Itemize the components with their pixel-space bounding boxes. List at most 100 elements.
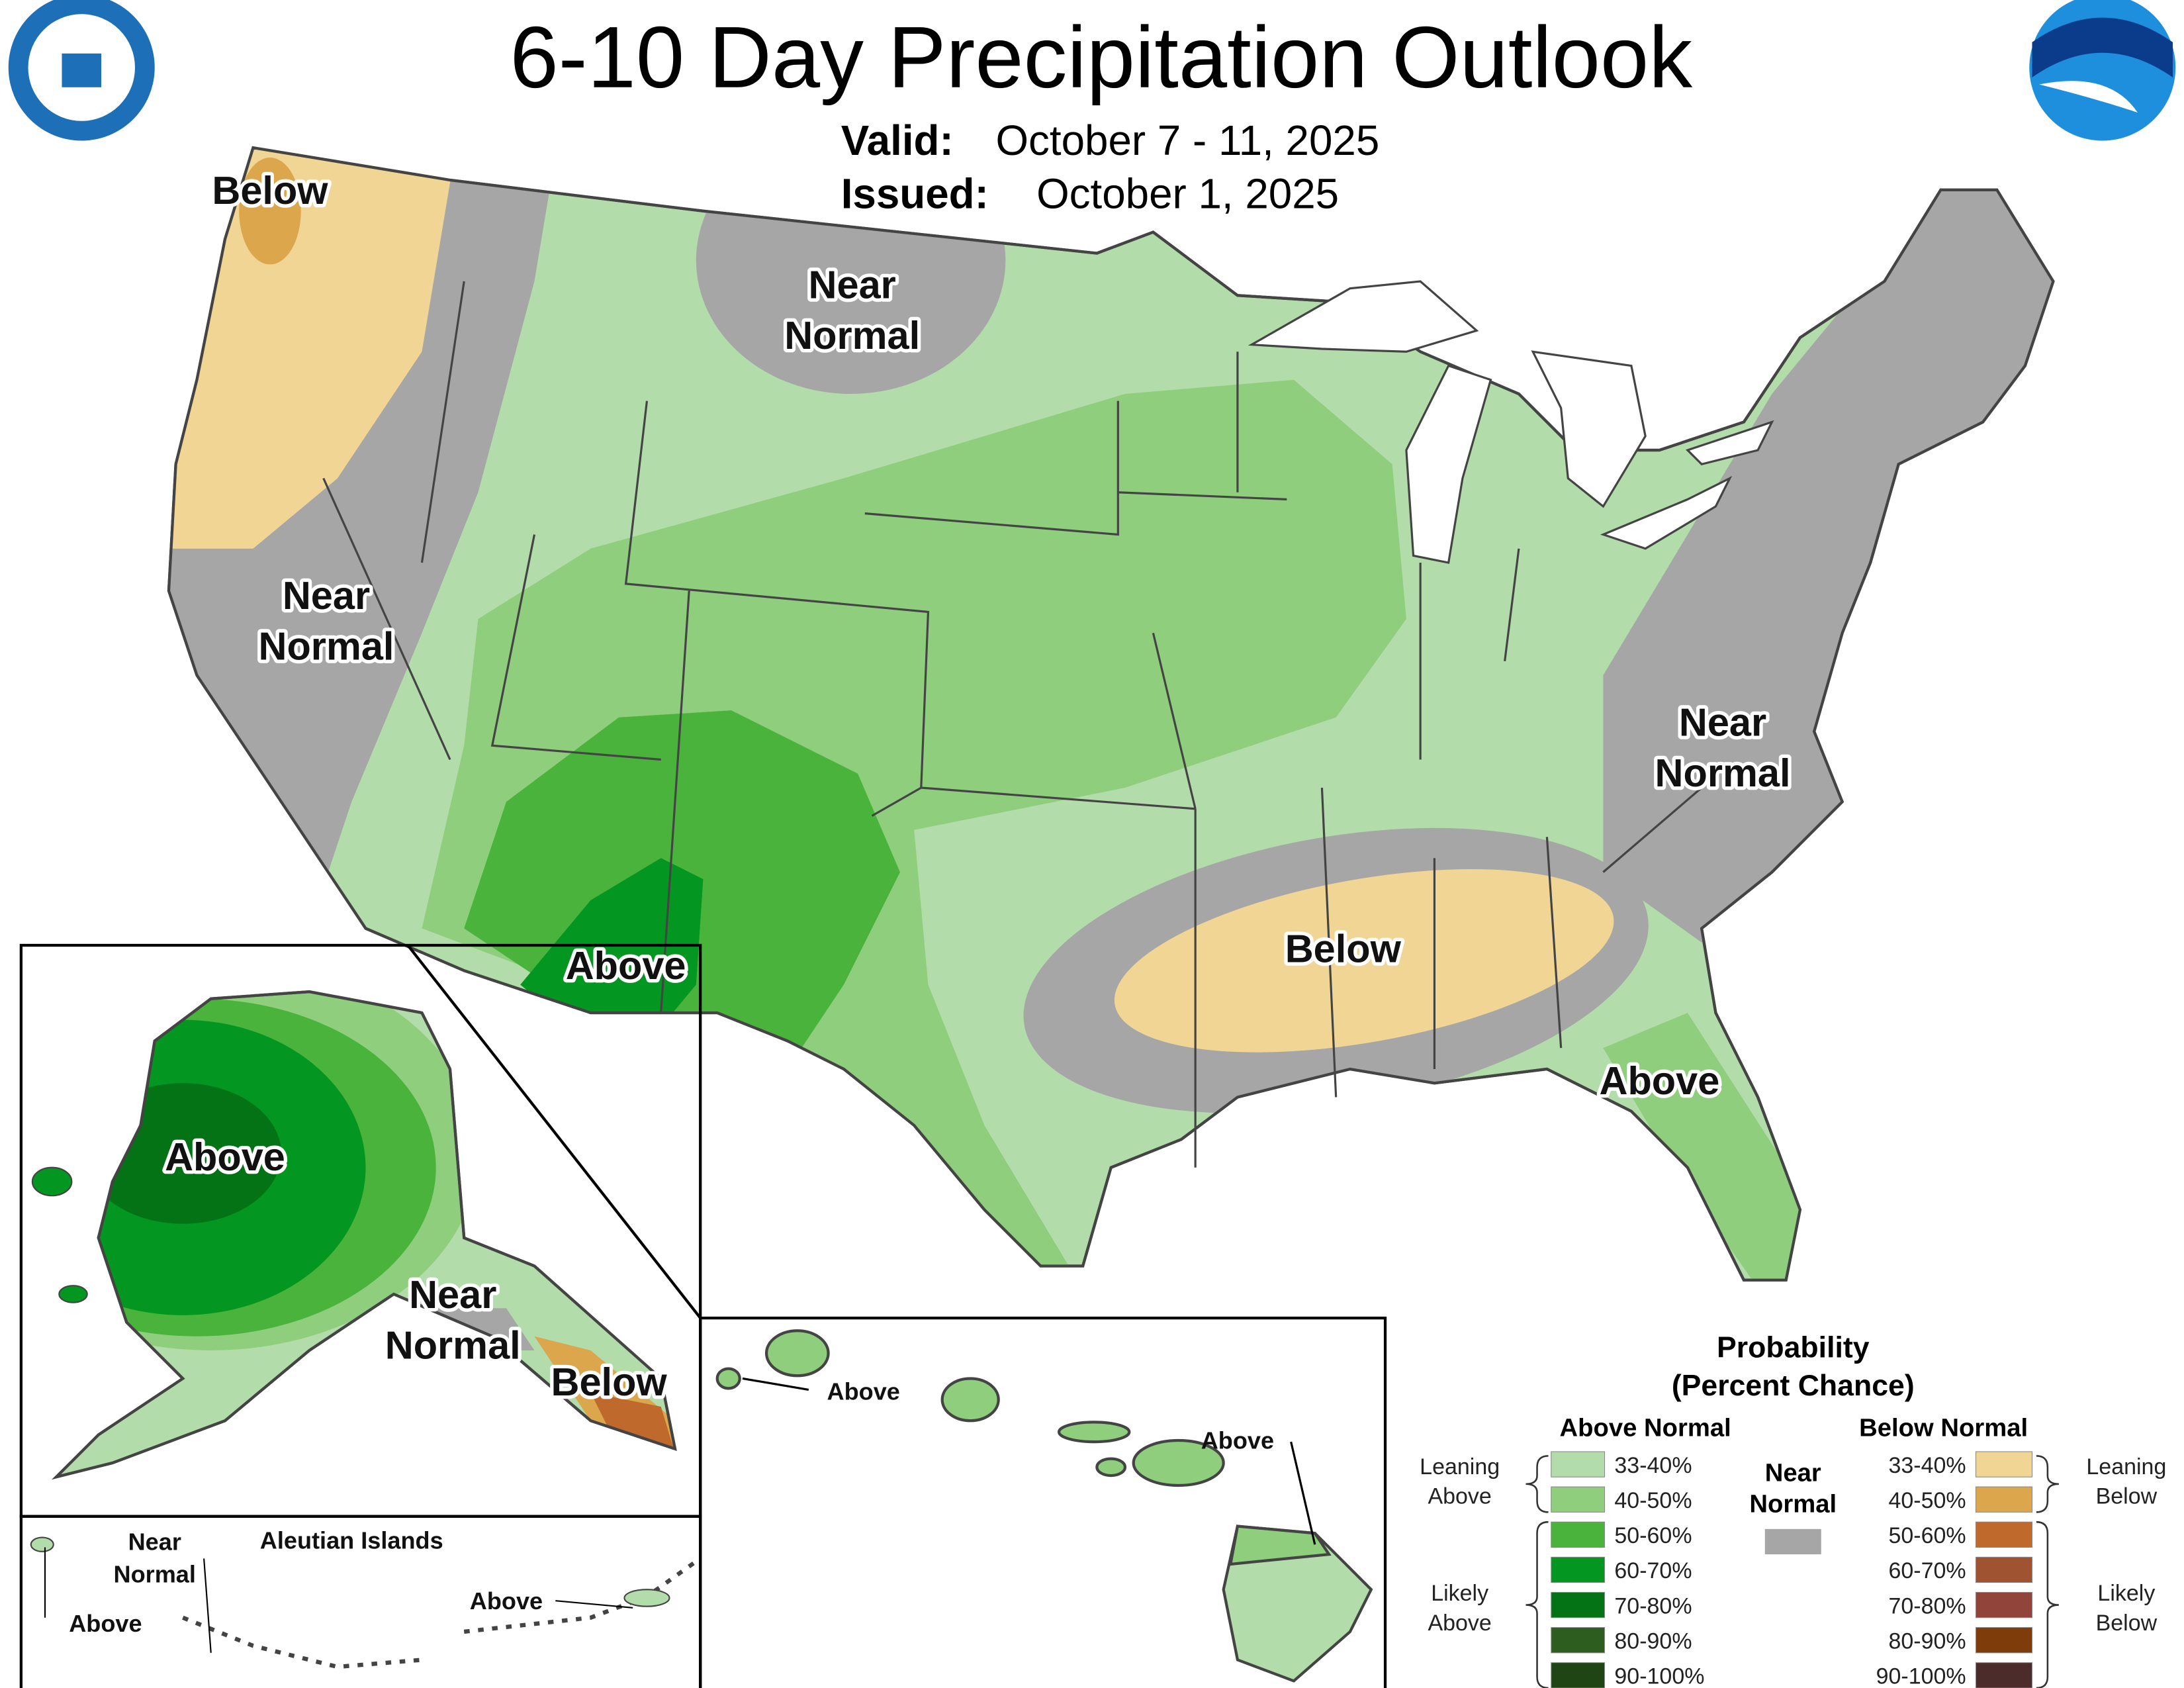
hawaii-frame [699,1316,1387,1688]
region-label: Above [165,1135,285,1179]
alaska-regions [56,992,675,1477]
bracket [2036,1521,2059,1688]
region-label: Normal [385,1323,521,1368]
region-label: Near [1679,700,1766,744]
island-chain [182,1560,698,1669]
lake [1685,420,1774,466]
legend-label: 50-60% [1614,1523,1692,1548]
legend-label: 33-40% [1888,1453,1966,1478]
region [422,379,1406,1266]
legend-label: 60-70% [1614,1558,1692,1583]
lake [1248,280,1479,353]
legend-swatch [1764,1528,1821,1555]
conus-regions [168,148,2054,1280]
legend-swatch [1975,1591,2033,1618]
legend-swatch [1975,1486,2033,1513]
island [1095,1457,1127,1477]
region-label: Near [809,263,896,307]
region-label: Below [1285,926,1402,970]
bracket-label: Likely [1431,1581,1488,1606]
legend-label: 80-90% [1614,1628,1692,1654]
region [1114,869,1614,1053]
island [940,1377,1000,1423]
great-lakes [1248,280,1774,564]
legend-swatch [1975,1627,2033,1654]
legend-swatch [1551,1556,1606,1583]
map-labels: Below Near Normal Near Normal Above Below Near N… [69,165,1794,1637]
leader [742,1377,809,1391]
legend-swatch [1551,1521,1606,1548]
island [1132,1438,1225,1487]
bracket-label: Below [2096,1611,2158,1636]
conus [140,126,2081,1308]
lake [1600,475,1733,550]
alaska [31,990,677,1480]
region-label: Below [212,168,328,212]
region [1603,1012,1815,1280]
leader [1290,1441,1316,1545]
region-label: Above [1201,1427,1274,1454]
legend: Probability (Percent Chance) Above Normal B… [1420,1332,2166,1688]
bracket-label: Leaning [1420,1454,1500,1479]
valid-label: Valid: [841,117,954,164]
island [715,1367,741,1390]
legend-swatch [1551,1627,1606,1654]
bracket [1525,1455,1549,1513]
legend-swatch [1975,1662,2033,1688]
bracket-label: Above [1428,1484,1491,1509]
legend-swatch [1551,1662,1606,1688]
inset-title: Aleutian Islands [260,1527,443,1554]
region-label: Near [409,1272,496,1317]
region-label: Above [566,943,686,988]
island [623,1589,670,1607]
alaska-outline [52,990,677,1480]
legend-swatch [1975,1556,2033,1583]
bracket-label: Leaning [2086,1454,2166,1479]
region-label: Above [1600,1058,1720,1103]
issued-date: October 1, 2025 [1036,170,1339,218]
bracket-label: Above [1428,1611,1491,1636]
noaa-logo [2029,0,2176,141]
legend-label: 40-50% [1614,1488,1692,1513]
region-label: Normal [259,624,394,669]
aleutians [30,1536,698,1669]
island [1228,1524,1332,1566]
legend-label: 90-100% [1876,1664,1966,1688]
bracket [1525,1521,1549,1688]
legend-swatch [1551,1591,1606,1618]
inset-frames [19,943,1387,1688]
legend-heading: Below Normal [1859,1414,2028,1442]
lake [1405,364,1492,564]
island [1057,1421,1131,1444]
legend-label: 40-50% [1888,1488,1966,1513]
legend-heading: Above Normal [1560,1414,1731,1442]
legend-title: Probability [1717,1332,1870,1364]
legend-swatch [1975,1521,2033,1548]
title: 6-10 Day Precipitation Outlook [510,9,1693,106]
legend-swatch [1551,1451,1606,1477]
island [1222,1524,1373,1683]
logo-top [2032,17,2173,77]
legend-swatch [1551,1486,1606,1513]
legend-heading: Normal [1749,1489,1837,1518]
legend-heading: Near [1765,1459,1821,1487]
legend-label: 70-80% [1614,1593,1692,1618]
region-label: Normal [1655,751,1791,795]
bracket-label: Likely [2097,1581,2155,1606]
island [58,1285,88,1303]
legend-label: 50-60% [1888,1523,1966,1548]
doc-logo [8,0,155,141]
bracket [2036,1455,2059,1513]
state-borders [322,281,1703,1168]
inset-leader [406,944,702,1319]
region [239,158,301,265]
region-label: Near [128,1528,181,1556]
logo-bird [2039,81,2138,113]
leader [555,1600,633,1609]
island [764,1329,830,1378]
legend-label: 80-90% [1888,1628,1966,1654]
legend-title: (Percent Chance) [1672,1370,1915,1402]
logo-shield [62,53,101,87]
region-label: Below [551,1360,668,1404]
